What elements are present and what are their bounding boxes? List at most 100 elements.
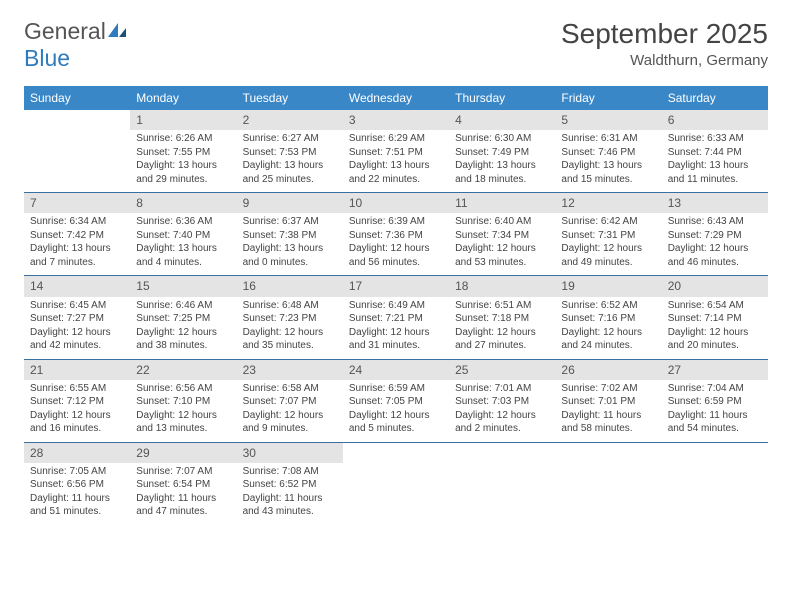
day-number: 17 bbox=[343, 276, 449, 296]
day-number: 13 bbox=[662, 193, 768, 213]
calendar-cell: . bbox=[343, 442, 449, 525]
day-number: 21 bbox=[24, 360, 130, 380]
day-number: 7 bbox=[24, 193, 130, 213]
calendar-cell: 7Sunrise: 6:34 AMSunset: 7:42 PMDaylight… bbox=[24, 193, 130, 276]
month-title: September 2025 bbox=[561, 18, 768, 50]
brand-part2: Blue bbox=[24, 45, 70, 71]
day-info: Sunrise: 6:29 AMSunset: 7:51 PMDaylight:… bbox=[349, 132, 443, 186]
calendar-body: .1Sunrise: 6:26 AMSunset: 7:55 PMDayligh… bbox=[24, 110, 768, 525]
calendar-cell: 10Sunrise: 6:39 AMSunset: 7:36 PMDayligh… bbox=[343, 193, 449, 276]
weekday-header: Saturday bbox=[662, 86, 768, 110]
calendar-cell: . bbox=[662, 442, 768, 525]
day-number: 8 bbox=[130, 193, 236, 213]
calendar-cell: 19 Sunrise: 6:52 AMSunset: 7:16 PMDayligh… bbox=[555, 276, 661, 359]
day-info: Sunrise: 6:37 AMSunset: 7:38 PMDaylight:… bbox=[243, 215, 337, 269]
calendar-cell: . bbox=[24, 110, 130, 193]
day-number: 16 bbox=[237, 276, 343, 296]
day-number: 10 bbox=[343, 193, 449, 213]
calendar-cell: 13Sunrise: 6:43 AMSunset: 7:29 PMDayligh… bbox=[662, 193, 768, 276]
day-info: Sunrise: 6:46 AMSunset: 7:25 PMDaylight:… bbox=[136, 299, 230, 353]
day-number: 12 bbox=[555, 193, 661, 213]
day-info: Sunrise: 6:30 AMSunset: 7:49 PMDaylight:… bbox=[455, 132, 549, 186]
day-info: Sunrise: 6:52 AMSunset: 7:16 PMDaylight:… bbox=[561, 299, 655, 353]
day-info: Sunrise: 6:26 AMSunset: 7:55 PMDaylight:… bbox=[136, 132, 230, 186]
weekday-header: Tuesday bbox=[237, 86, 343, 110]
day-number: 2 bbox=[237, 110, 343, 130]
day-info: Sunrise: 6:40 AMSunset: 7:34 PMDaylight:… bbox=[455, 215, 549, 269]
weekday-header: Friday bbox=[555, 86, 661, 110]
day-info: Sunrise: 6:31 AMSunset: 7:46 PMDaylight:… bbox=[561, 132, 655, 186]
calendar-cell: 30Sunrise: 7:08 AMSunset: 6:52 PMDayligh… bbox=[237, 442, 343, 525]
calendar-cell: . bbox=[449, 442, 555, 525]
day-info: Sunrise: 6:33 AMSunset: 7:44 PMDaylight:… bbox=[668, 132, 762, 186]
calendar-cell: 5Sunrise: 6:31 AMSunset: 7:46 PMDaylight… bbox=[555, 110, 661, 193]
day-number: 25 bbox=[449, 360, 555, 380]
day-info: Sunrise: 6:48 AMSunset: 7:23 PMDaylight:… bbox=[243, 299, 337, 353]
calendar-cell: 22Sunrise: 6:56 AMSunset: 7:10 PMDayligh… bbox=[130, 359, 236, 442]
day-number: 1 bbox=[130, 110, 236, 130]
day-number: 23 bbox=[237, 360, 343, 380]
day-number: 28 bbox=[24, 443, 130, 463]
day-info: Sunrise: 7:07 AMSunset: 6:54 PMDaylight:… bbox=[136, 465, 230, 519]
day-number: 27 bbox=[662, 360, 768, 380]
weekday-header: Monday bbox=[130, 86, 236, 110]
day-info: Sunrise: 6:55 AMSunset: 7:12 PMDaylight:… bbox=[30, 382, 124, 436]
day-info: Sunrise: 7:08 AMSunset: 6:52 PMDaylight:… bbox=[243, 465, 337, 519]
calendar-cell: 24Sunrise: 6:59 AMSunset: 7:05 PMDayligh… bbox=[343, 359, 449, 442]
day-info: Sunrise: 7:04 AMSunset: 6:59 PMDaylight:… bbox=[668, 382, 762, 436]
day-number: 20 bbox=[662, 276, 768, 296]
calendar-cell: 6Sunrise: 6:33 AMSunset: 7:44 PMDaylight… bbox=[662, 110, 768, 193]
calendar-cell: 18 Sunrise: 6:51 AMSunset: 7:18 PMDayligh… bbox=[449, 276, 555, 359]
calendar-cell: 12Sunrise: 6:42 AMSunset: 7:31 PMDayligh… bbox=[555, 193, 661, 276]
sail-icon bbox=[106, 18, 128, 45]
day-info: Sunrise: 7:01 AMSunset: 7:03 PMDaylight:… bbox=[455, 382, 549, 436]
calendar-cell: 14Sunrise: 6:45 AMSunset: 7:27 PMDayligh… bbox=[24, 276, 130, 359]
day-number: 5 bbox=[555, 110, 661, 130]
day-info: Sunrise: 6:34 AMSunset: 7:42 PMDaylight:… bbox=[30, 215, 124, 269]
day-number: 4 bbox=[449, 110, 555, 130]
day-info: Sunrise: 7:05 AMSunset: 6:56 PMDaylight:… bbox=[30, 465, 124, 519]
title-block: September 2025 Waldthurn, Germany bbox=[561, 18, 768, 69]
day-info: Sunrise: 6:49 AMSunset: 7:21 PMDaylight:… bbox=[349, 299, 443, 353]
calendar-cell: . bbox=[555, 442, 661, 525]
day-number: 18 bbox=[449, 276, 555, 296]
calendar-cell: 16 Sunrise: 6:48 AMSunset: 7:23 PMDayligh… bbox=[237, 276, 343, 359]
calendar-cell: 23Sunrise: 6:58 AMSunset: 7:07 PMDayligh… bbox=[237, 359, 343, 442]
page-header: GeneralBlue September 2025 Waldthurn, Ge… bbox=[24, 18, 768, 72]
day-number: 3 bbox=[343, 110, 449, 130]
day-number: 6 bbox=[662, 110, 768, 130]
day-info: Sunrise: 6:54 AMSunset: 7:14 PMDaylight:… bbox=[668, 299, 762, 353]
day-info: Sunrise: 6:51 AMSunset: 7:18 PMDaylight:… bbox=[455, 299, 549, 353]
calendar-cell: 28Sunrise: 7:05 AMSunset: 6:56 PMDayligh… bbox=[24, 442, 130, 525]
calendar-cell: 20 Sunrise: 6:54 AMSunset: 7:14 PMDayligh… bbox=[662, 276, 768, 359]
calendar-table: SundayMondayTuesdayWednesdayThursdayFrid… bbox=[24, 86, 768, 525]
day-info: Sunrise: 6:27 AMSunset: 7:53 PMDaylight:… bbox=[243, 132, 337, 186]
day-info: Sunrise: 6:45 AMSunset: 7:27 PMDaylight:… bbox=[30, 299, 124, 353]
day-number: 24 bbox=[343, 360, 449, 380]
day-number: 9 bbox=[237, 193, 343, 213]
day-number: 11 bbox=[449, 193, 555, 213]
calendar-cell: 27Sunrise: 7:04 AMSunset: 6:59 PMDayligh… bbox=[662, 359, 768, 442]
calendar-cell: 2Sunrise: 6:27 AMSunset: 7:53 PMDaylight… bbox=[237, 110, 343, 193]
day-number: 26 bbox=[555, 360, 661, 380]
day-number: 30 bbox=[237, 443, 343, 463]
location-label: Waldthurn, Germany bbox=[561, 52, 768, 69]
calendar-cell: 17 Sunrise: 6:49 AMSunset: 7:21 PMDayligh… bbox=[343, 276, 449, 359]
weekday-header: Sunday bbox=[24, 86, 130, 110]
day-number: 19 bbox=[555, 276, 661, 296]
calendar-cell: 15 Sunrise: 6:46 AMSunset: 7:25 PMDayligh… bbox=[130, 276, 236, 359]
day-info: Sunrise: 6:43 AMSunset: 7:29 PMDaylight:… bbox=[668, 215, 762, 269]
day-number: 22 bbox=[130, 360, 236, 380]
day-info: Sunrise: 6:39 AMSunset: 7:36 PMDaylight:… bbox=[349, 215, 443, 269]
brand-text: GeneralBlue bbox=[24, 18, 128, 72]
calendar-cell: 9Sunrise: 6:37 AMSunset: 7:38 PMDaylight… bbox=[237, 193, 343, 276]
day-info: Sunrise: 6:56 AMSunset: 7:10 PMDaylight:… bbox=[136, 382, 230, 436]
day-info: Sunrise: 6:36 AMSunset: 7:40 PMDaylight:… bbox=[136, 215, 230, 269]
calendar-cell: 1Sunrise: 6:26 AMSunset: 7:55 PMDaylight… bbox=[130, 110, 236, 193]
weekday-header: Wednesday bbox=[343, 86, 449, 110]
brand-part1: General bbox=[24, 18, 106, 44]
day-number: 15 bbox=[130, 276, 236, 296]
calendar-cell: 8Sunrise: 6:36 AMSunset: 7:40 PMDaylight… bbox=[130, 193, 236, 276]
weekday-header: Thursday bbox=[449, 86, 555, 110]
day-info: Sunrise: 6:42 AMSunset: 7:31 PMDaylight:… bbox=[561, 215, 655, 269]
